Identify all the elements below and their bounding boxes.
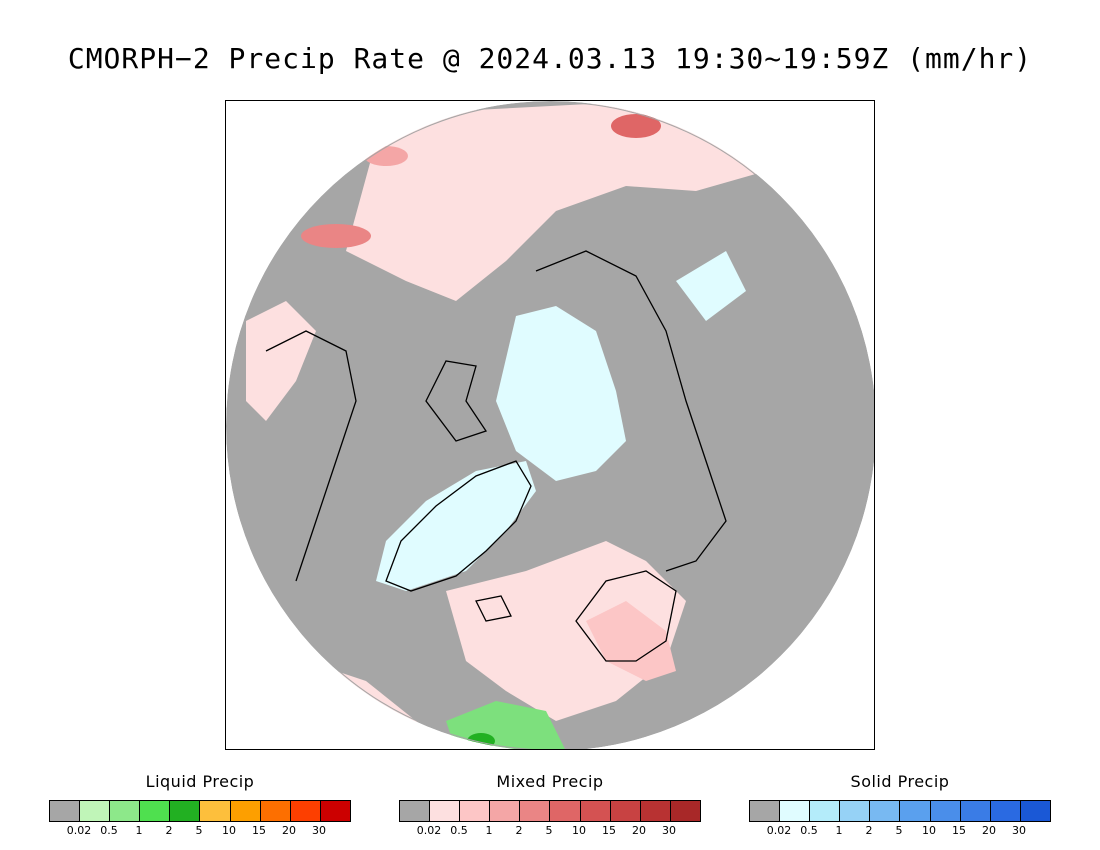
map-svg bbox=[226, 101, 874, 749]
legend-solid: Solid Precip 0.02 0.5 1 2 5 10 15 20 30 bbox=[749, 772, 1051, 838]
legend-tick-label: 5 bbox=[545, 824, 553, 837]
legend-tick-label: 20 bbox=[282, 824, 296, 837]
legend-swatch bbox=[780, 801, 811, 821]
legend-swatches bbox=[399, 800, 701, 822]
legend-swatch bbox=[400, 801, 431, 821]
eurasia-coast bbox=[535, 250, 727, 572]
legend-tick-label: 20 bbox=[632, 824, 646, 837]
canadian-archipelago-coast bbox=[425, 360, 488, 442]
legend-tick-label: 0.02 bbox=[766, 824, 792, 837]
mixed-precip-region-north bbox=[346, 101, 766, 301]
legend-tick-label: 30 bbox=[1012, 824, 1026, 837]
legend-swatch bbox=[200, 801, 231, 821]
legend-ticks: 0.02 0.5 1 2 5 10 15 20 30 bbox=[399, 824, 701, 838]
legend-ticks: 0.02 0.5 1 2 5 10 15 20 30 bbox=[49, 824, 351, 838]
legend-swatch bbox=[610, 801, 641, 821]
legend-swatch bbox=[520, 801, 551, 821]
solid-precip-region-east bbox=[676, 251, 746, 321]
legend-tick-label: 10 bbox=[572, 824, 586, 837]
liquid-precip-spot bbox=[467, 733, 495, 749]
map-title: CMORPH−2 Precip Rate @ 2024.03.13 19:30~… bbox=[67, 42, 1033, 75]
legend-tick-label: 0.5 bbox=[800, 824, 818, 837]
legend-swatch bbox=[670, 801, 700, 821]
legend-liquid: Liquid Precip 0.02 0.5 1 2 5 10 15 20 30 bbox=[49, 772, 351, 838]
legend-tick-label: 0.5 bbox=[100, 824, 118, 837]
legend-swatch bbox=[140, 801, 171, 821]
legend-swatch bbox=[170, 801, 201, 821]
legend-mixed: Mixed Precip 0.02 0.5 1 2 5 10 15 20 30 bbox=[399, 772, 701, 838]
legend-swatch bbox=[430, 801, 461, 821]
legend-swatch bbox=[870, 801, 901, 821]
mixed-precip-spot-n bbox=[364, 146, 408, 166]
solid-precip-region-arctic bbox=[496, 306, 626, 481]
legend-swatch bbox=[930, 801, 961, 821]
legend-tick-label: 0.5 bbox=[450, 824, 468, 837]
legend-tick-label: 20 bbox=[982, 824, 996, 837]
legend-swatch bbox=[640, 801, 671, 821]
greenland-coast bbox=[385, 460, 532, 592]
mixed-precip-spot-nw bbox=[301, 224, 371, 248]
legend-swatch bbox=[990, 801, 1021, 821]
legend-tick-label: 1 bbox=[835, 824, 843, 837]
legend-tick-label: 15 bbox=[252, 824, 266, 837]
legend-tick-label: 2 bbox=[515, 824, 523, 837]
polar-precip-map bbox=[225, 100, 875, 750]
legend-title: Solid Precip bbox=[850, 772, 950, 791]
legend-title: Liquid Precip bbox=[145, 772, 255, 791]
legend-swatch bbox=[50, 801, 81, 821]
legend-swatch bbox=[260, 801, 291, 821]
legend-tick-label: 5 bbox=[195, 824, 203, 837]
scandinavia-coast bbox=[575, 570, 677, 662]
legend-tick-label: 2 bbox=[165, 824, 173, 837]
legend-ticks: 0.02 0.5 1 2 5 10 15 20 30 bbox=[749, 824, 1051, 838]
legend-swatch bbox=[80, 801, 111, 821]
legend-swatch bbox=[580, 801, 611, 821]
legend-title: Mixed Precip bbox=[496, 772, 604, 791]
legend-swatch bbox=[840, 801, 871, 821]
coastlines bbox=[265, 250, 727, 662]
legend-swatch bbox=[320, 801, 350, 821]
mixed-precip-region-atlantic bbox=[446, 541, 686, 721]
legend-swatch bbox=[460, 801, 491, 821]
legend-tick-label: 15 bbox=[952, 824, 966, 837]
legend-swatches bbox=[749, 800, 1051, 822]
legend-swatch bbox=[900, 801, 931, 821]
map-edge bbox=[226, 101, 874, 749]
legend-swatch bbox=[110, 801, 141, 821]
legend-tick-label: 15 bbox=[602, 824, 616, 837]
solid-precip-region-greenland bbox=[376, 461, 536, 591]
legend-tick-label: 5 bbox=[895, 824, 903, 837]
legend-tick-label: 2 bbox=[865, 824, 873, 837]
legend-swatch bbox=[810, 801, 841, 821]
legend-swatch bbox=[750, 801, 781, 821]
legend-tick-label: 10 bbox=[922, 824, 936, 837]
north-america-coast bbox=[265, 330, 357, 582]
legend-swatches bbox=[49, 800, 351, 822]
legend-swatch bbox=[550, 801, 581, 821]
legend-tick-label: 1 bbox=[485, 824, 493, 837]
legend-swatch bbox=[960, 801, 991, 821]
mixed-precip-region-west bbox=[246, 301, 316, 421]
legend-tick-label: 10 bbox=[222, 824, 236, 837]
legend-swatch bbox=[490, 801, 521, 821]
legend-swatch bbox=[230, 801, 261, 821]
iceland-coast bbox=[475, 595, 512, 622]
legend-tick-label: 30 bbox=[312, 824, 326, 837]
legend-swatch bbox=[1020, 801, 1050, 821]
legend-tick-label: 1 bbox=[135, 824, 143, 837]
legend-tick-label: 30 bbox=[662, 824, 676, 837]
legend-tick-label: 0.02 bbox=[66, 824, 92, 837]
mixed-precip-spot-ne bbox=[611, 114, 661, 138]
legend-swatch bbox=[290, 801, 321, 821]
legend-tick-label: 0.02 bbox=[416, 824, 442, 837]
map-disk bbox=[226, 101, 874, 749]
